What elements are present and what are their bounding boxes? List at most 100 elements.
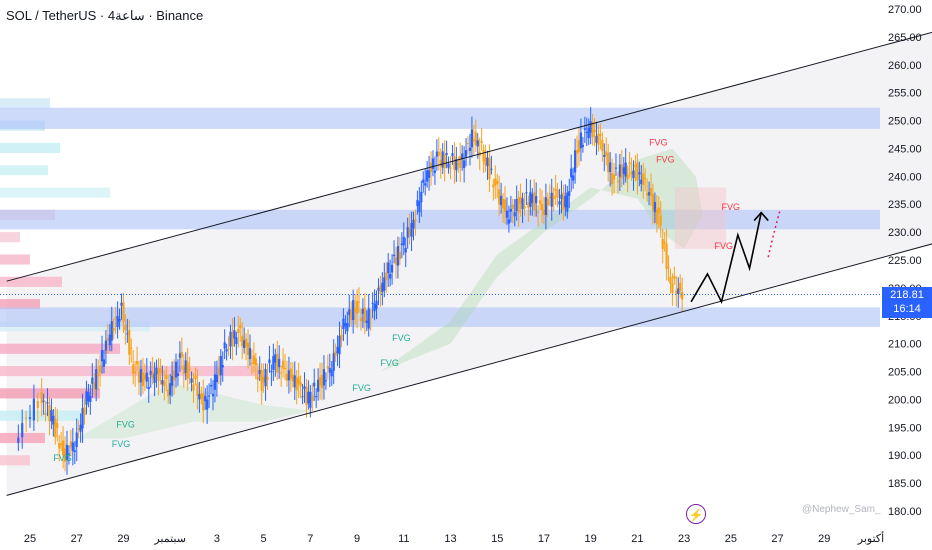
candle-body — [505, 210, 509, 218]
candle-body — [459, 156, 462, 169]
candle-body — [638, 172, 641, 175]
candle — [589, 107, 592, 145]
candle — [464, 137, 468, 167]
candle — [77, 420, 80, 439]
candle-body — [231, 331, 234, 347]
candle-body — [379, 285, 382, 294]
candle-body — [280, 372, 283, 374]
candle — [544, 183, 547, 230]
candle — [640, 165, 643, 192]
y-tick-label: 230.00 — [888, 227, 922, 239]
candle-body — [587, 127, 590, 139]
candle-body — [346, 323, 349, 332]
candle — [104, 330, 108, 365]
candle-body — [575, 149, 579, 154]
candle-body — [533, 192, 536, 211]
candle — [597, 124, 600, 152]
candle — [320, 362, 324, 401]
candle — [246, 329, 250, 369]
candle-body — [659, 215, 662, 226]
candle-body — [647, 192, 651, 196]
x-tick-label: 15 — [491, 533, 503, 545]
candle — [371, 292, 374, 319]
candle — [363, 293, 366, 335]
candle — [354, 293, 357, 325]
candle — [459, 142, 462, 183]
candle — [172, 359, 176, 395]
candle-body — [313, 382, 316, 387]
volume-profile-bar — [0, 343, 120, 354]
candle — [427, 155, 431, 191]
candle-body — [671, 283, 674, 293]
candle — [585, 117, 588, 146]
candle — [169, 373, 172, 405]
candle-body — [607, 152, 610, 173]
candle — [344, 315, 347, 335]
x-tick-label: 7 — [307, 533, 313, 545]
candle — [192, 373, 195, 403]
candle — [488, 144, 491, 193]
candle-body — [669, 277, 672, 284]
candle — [61, 426, 65, 469]
candle — [618, 153, 621, 191]
candle-body — [416, 200, 419, 207]
candle-body — [511, 204, 514, 209]
candle-body — [208, 395, 211, 397]
candle — [492, 178, 495, 201]
candle-body — [593, 129, 596, 133]
candle-body — [657, 207, 660, 214]
candle — [350, 301, 353, 327]
candle-body — [490, 168, 493, 170]
y-tick-label: 240.00 — [888, 171, 922, 183]
candle — [48, 397, 51, 436]
candle — [482, 144, 485, 173]
candle-body — [433, 170, 437, 173]
candle — [498, 175, 501, 216]
y-tick-label: 200.00 — [888, 394, 922, 406]
candle — [424, 169, 427, 196]
candle-body — [270, 371, 273, 373]
candle — [287, 356, 291, 394]
candle — [69, 429, 72, 457]
candle — [256, 363, 259, 393]
candle-body — [262, 376, 265, 383]
candle — [283, 353, 287, 380]
candle — [556, 182, 559, 208]
fvg-label: FVG — [392, 333, 411, 343]
supply-demand-zone — [0, 307, 880, 327]
candle-body — [97, 373, 100, 377]
candle-body — [424, 183, 427, 186]
candle — [525, 178, 528, 205]
candle-body — [130, 347, 133, 349]
candle — [272, 343, 275, 382]
candle — [564, 184, 567, 217]
candle — [157, 357, 160, 396]
candle-body — [373, 303, 376, 312]
candle — [318, 362, 322, 400]
candle — [340, 325, 343, 348]
candle — [293, 361, 296, 400]
candle-body — [89, 396, 92, 402]
candle — [52, 409, 55, 437]
candle-body — [653, 201, 657, 213]
candle — [250, 349, 254, 375]
candle — [79, 413, 82, 443]
candle — [447, 156, 450, 174]
volume-profile-bar — [0, 142, 60, 154]
volume-profile-bar — [0, 98, 50, 109]
candle-body — [535, 196, 538, 204]
candle — [632, 160, 635, 191]
candle-body — [646, 192, 649, 196]
candle-body — [338, 336, 341, 355]
lightning-icon[interactable]: ⚡ — [686, 504, 706, 524]
candle-body — [73, 450, 76, 453]
candle — [309, 385, 312, 418]
candle-body — [330, 370, 333, 377]
candle — [537, 205, 540, 227]
candle-body — [390, 264, 394, 273]
candle-body — [139, 369, 143, 383]
candle — [441, 143, 444, 175]
candle — [352, 289, 355, 334]
volume-profile-bar — [0, 388, 100, 399]
